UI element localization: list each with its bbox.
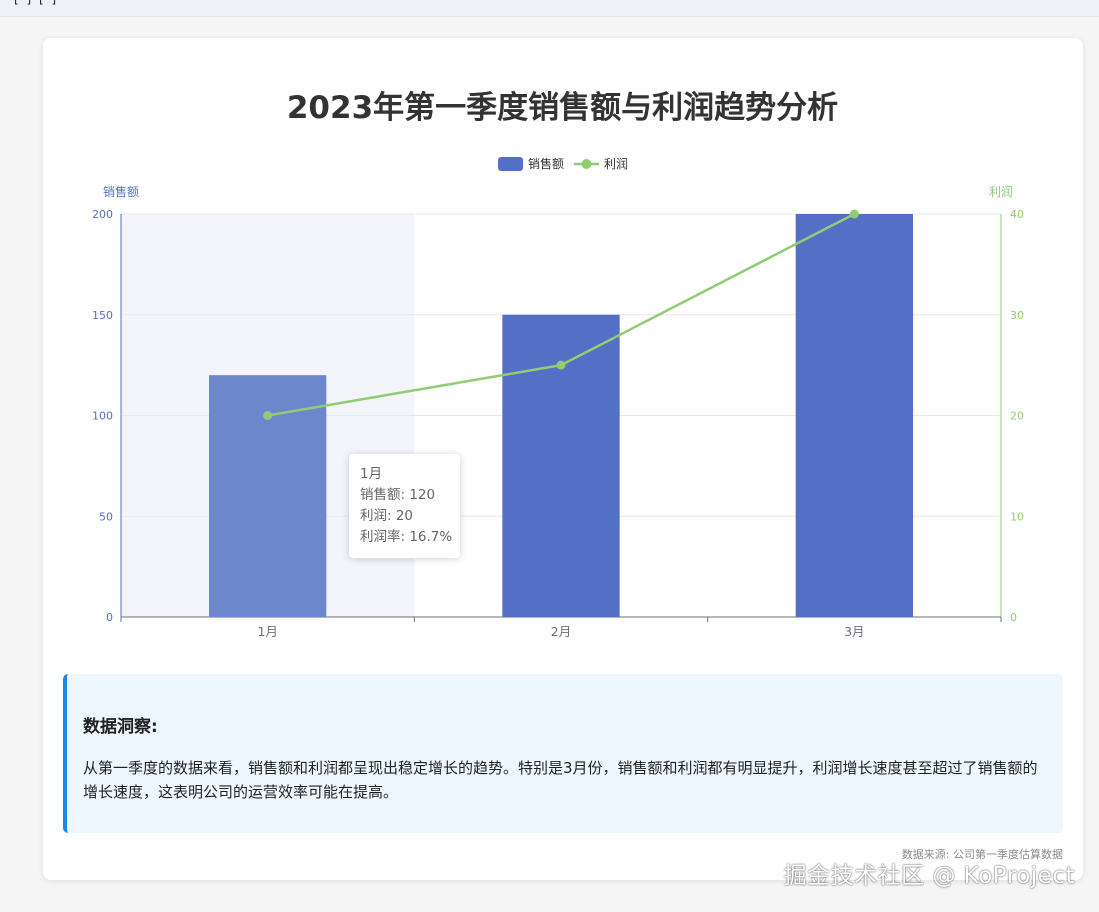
- y-right-tick-label: 10: [1010, 510, 1024, 523]
- legend-swatch-profit-dot: [581, 159, 592, 169]
- legend-label-profit: 利润: [604, 157, 628, 171]
- browser-top-strip: [ ] [ ]: [0, 0, 1099, 17]
- insight-body: 从第一季度的数据来看，销售额和利润都呈现出稳定增长的趋势。特别是3月份，销售额和…: [83, 759, 1038, 801]
- y-left-tick-label: 200: [92, 208, 113, 221]
- tooltip-profit: 利润: 20: [360, 508, 414, 524]
- page-title: 2023年第一季度销售额与利润趋势分析: [286, 90, 839, 126]
- y-right-tick-label: 40: [1010, 208, 1024, 221]
- topbar-fragment: [ ] [ ]: [14, 0, 58, 6]
- y-left-axis-label: 销售额: [103, 184, 139, 199]
- tooltip-margin: 利润率: 16.7%: [360, 529, 453, 545]
- y-right-tick-label: 20: [1010, 410, 1024, 423]
- x-tick-label: 3月: [844, 624, 864, 639]
- bar-sales: [795, 214, 913, 617]
- y-right-axis-label: 利润: [989, 185, 1013, 199]
- bar-sales: [502, 314, 620, 617]
- y-right-tick-label: 30: [1010, 309, 1024, 322]
- x-tick-label: 1月: [257, 624, 277, 639]
- insight-box: 数据洞察: 从第一季度的数据来看，销售额和利润都呈现出稳定增长的趋势。特别是3月…: [63, 674, 1063, 833]
- point-profit: [849, 209, 859, 219]
- tooltip-title: 1月: [360, 466, 383, 482]
- point-profit: [263, 411, 273, 420]
- legend-label-sales: 销售额: [528, 156, 564, 171]
- y-left-tick-label: 150: [92, 309, 113, 322]
- insight-title: 数据洞察:: [83, 717, 158, 737]
- chart-tooltip: 1月 销售额: 120 利润: 20 利润率: 16.7%: [349, 454, 460, 558]
- point-profit: [556, 360, 566, 370]
- y-right-tick-label: 0: [1010, 611, 1017, 624]
- data-source-note: 数据来源: 公司第一季度估算数据: [901, 848, 1063, 861]
- y-left-tick-label: 0: [106, 611, 113, 624]
- tooltip-sales: 销售额: 120: [360, 487, 436, 503]
- watermark: 掘金技术社区 @ KoProject: [783, 863, 1075, 889]
- y-left-tick-label: 50: [99, 510, 113, 523]
- legend-swatch-sales: [498, 157, 523, 171]
- x-tick-label: 2月: [551, 624, 571, 639]
- y-left-tick-label: 100: [92, 410, 113, 423]
